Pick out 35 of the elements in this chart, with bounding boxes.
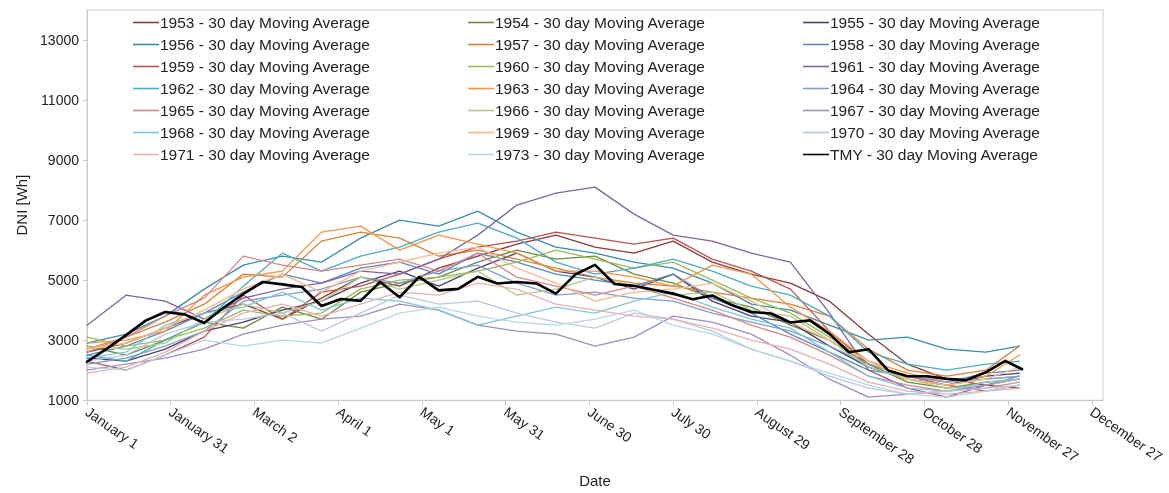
legend-label: 1966 - 30 day Moving Average: [495, 102, 705, 119]
legend-label: 1965 - 30 day Moving Average: [160, 102, 370, 119]
legend-label: 1968 - 30 day Moving Average: [160, 124, 370, 141]
legend-label: 1960 - 30 day Moving Average: [495, 58, 705, 75]
legend-label: 1962 - 30 day Moving Average: [160, 80, 370, 97]
y-tick-label: 11000: [41, 92, 80, 109]
x-tick-label: July 30: [668, 403, 715, 443]
legend-label: 1956 - 30 day Moving Average: [160, 36, 370, 53]
x-axis-title: Date: [579, 472, 611, 489]
legend-label: 1959 - 30 day Moving Average: [160, 58, 370, 75]
legend-label: 1970 - 30 day Moving Average: [830, 124, 1040, 141]
legend-label: 1961 - 30 day Moving Average: [830, 58, 1040, 75]
y-tick-label: 9000: [47, 152, 80, 169]
legend-label: 1954 - 30 day Moving Average: [495, 14, 705, 31]
legend-label: 1953 - 30 day Moving Average: [160, 14, 370, 31]
x-tick-label: April 1: [333, 403, 376, 440]
y-tick-label: 13000: [40, 32, 80, 49]
legend-label: 1973 - 30 day Moving Average: [495, 146, 705, 163]
legend-label: 1958 - 30 day Moving Average: [830, 36, 1040, 53]
legend-label: 1964 - 30 day Moving Average: [830, 80, 1040, 97]
legend-label: 1957 - 30 day Moving Average: [495, 36, 705, 53]
legend-label: 1971 - 30 day Moving Average: [160, 146, 370, 163]
y-tick-label: 5000: [47, 272, 80, 289]
x-tick-label: May 1: [417, 403, 458, 439]
legend-label: 1967 - 30 day Moving Average: [830, 102, 1040, 119]
y-tick-label: 1000: [47, 392, 80, 409]
x-tick-label: May 31: [501, 403, 549, 444]
legend-label: 1969 - 30 day Moving Average: [495, 124, 705, 141]
legend-label: 1963 - 30 day Moving Average: [495, 80, 705, 97]
legend-label: TMY - 30 day Moving Average: [830, 146, 1038, 163]
y-tick-label: 3000: [47, 332, 80, 349]
x-tick-label: June 30: [584, 403, 635, 446]
y-tick-label: 7000: [47, 212, 80, 229]
y-axis-title: DNI [Wh]: [13, 174, 30, 236]
legend-label: 1955 - 30 day Moving Average: [830, 14, 1040, 31]
